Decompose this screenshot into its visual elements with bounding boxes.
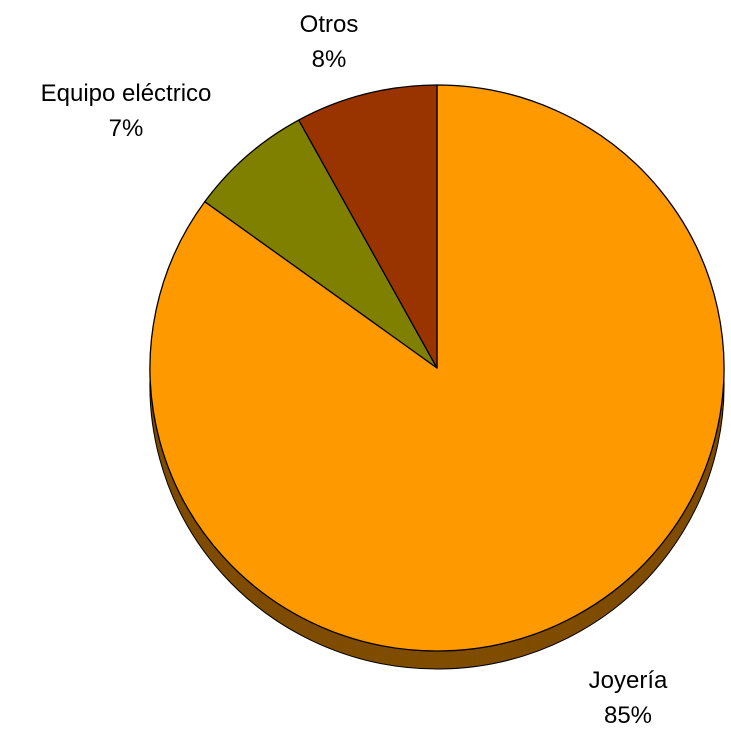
slice-label-joyeria: Joyería bbox=[589, 667, 668, 694]
pie-slices bbox=[149, 84, 725, 652]
slice-labels: Joyería 85% Equipo eléctrico 7% Otros 8% bbox=[41, 11, 668, 729]
slice-label-otros: Otros bbox=[300, 11, 359, 38]
pie-slice-equipo-electrico bbox=[204, 119, 438, 369]
slice-percent-otros: 8% bbox=[312, 46, 347, 73]
slice-label-equipo-electrico: Equipo eléctrico bbox=[41, 80, 212, 107]
slice-percent-joyeria: 85% bbox=[604, 702, 652, 729]
slice-percent-equipo-electrico: 7% bbox=[109, 115, 144, 142]
pie-slice-otros bbox=[298, 84, 438, 369]
